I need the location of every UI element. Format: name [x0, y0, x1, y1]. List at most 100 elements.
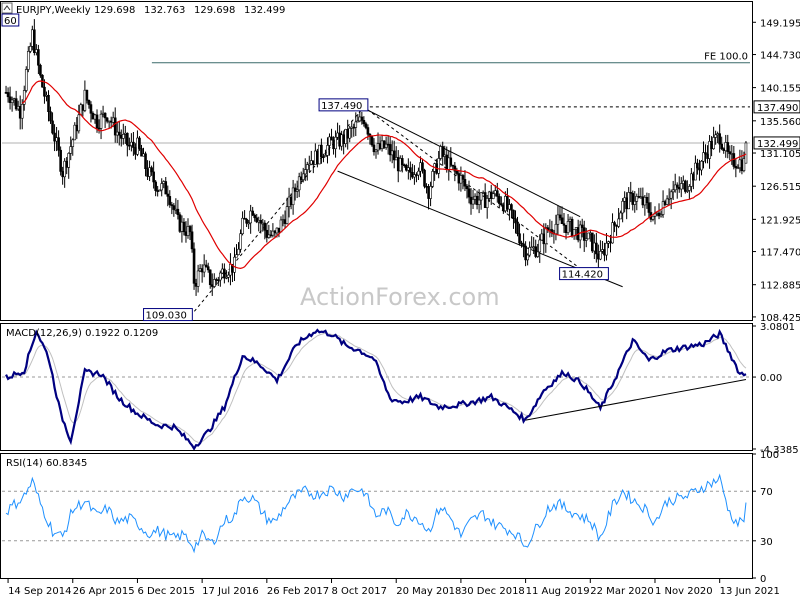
price-tick-label: 117.470 — [760, 248, 800, 259]
candle-body — [665, 198, 669, 205]
candle-body — [93, 114, 97, 120]
candle-body — [99, 113, 103, 129]
channel-upper — [363, 107, 581, 218]
candle-body — [419, 162, 422, 172]
candle-body — [621, 200, 624, 214]
candle-body — [14, 98, 18, 110]
candle-body — [150, 167, 153, 173]
candle-body — [534, 246, 538, 257]
candle-body — [312, 160, 315, 165]
candle-body — [736, 167, 740, 170]
candle-body — [601, 249, 604, 252]
candle-body — [8, 96, 12, 103]
candle-body — [77, 114, 81, 132]
candle-body — [384, 143, 388, 148]
candle-body — [734, 166, 738, 169]
candle-body — [65, 160, 68, 168]
candle-body — [196, 270, 200, 287]
candle-body — [35, 49, 38, 53]
candle-body — [502, 204, 505, 212]
candle-body — [192, 248, 196, 284]
candle-body — [267, 234, 271, 238]
candle-body — [593, 242, 596, 252]
candle-body — [372, 144, 376, 153]
candle-body — [388, 144, 392, 156]
candle-body — [281, 219, 285, 221]
x-tick-label: 22 Mar 2020 — [590, 586, 653, 597]
candle-body — [659, 214, 663, 217]
candle-body — [370, 136, 374, 146]
macd-plot — [2, 328, 750, 450]
candle-body — [738, 159, 742, 169]
candle-body — [285, 206, 289, 224]
candle-body — [536, 251, 540, 257]
candle-body — [694, 162, 697, 181]
candle-body — [136, 137, 139, 155]
candle-body — [500, 203, 503, 206]
candle-body — [31, 29, 34, 47]
rsi-tick-label: 100 — [760, 450, 779, 461]
candle-body — [481, 192, 485, 194]
candle-body — [89, 104, 93, 114]
candle-body — [148, 167, 151, 177]
candle-body — [688, 186, 691, 191]
candle-body — [568, 218, 572, 222]
candle-body — [71, 139, 75, 147]
candle-body — [376, 143, 380, 151]
price-high: 132.763 — [144, 5, 185, 16]
candle-body — [166, 193, 170, 197]
candle-body — [718, 133, 721, 145]
candle-body — [190, 231, 194, 250]
candle-body — [170, 204, 174, 206]
candle-body — [336, 132, 339, 138]
candle-body — [445, 154, 449, 170]
candle-body — [663, 201, 667, 205]
candle-body — [291, 187, 295, 206]
candle-body — [297, 176, 301, 191]
candle-body — [39, 64, 42, 76]
candle-body — [714, 134, 717, 138]
candle-body — [160, 183, 164, 191]
candle-body — [59, 149, 62, 172]
candle-body — [81, 104, 85, 111]
candle-body — [641, 196, 645, 206]
candle-body — [540, 233, 544, 241]
candle-body — [176, 208, 180, 215]
candle-body — [538, 239, 542, 253]
watermark: ActionForex.com — [300, 283, 500, 311]
candle-body — [635, 196, 639, 202]
candle-body — [730, 153, 734, 155]
candle-body — [366, 127, 370, 135]
candle-body — [328, 136, 331, 146]
candle-body — [247, 222, 250, 225]
candle-body — [522, 243, 525, 247]
candle-body — [400, 158, 404, 166]
candle-body — [591, 232, 594, 252]
candle-body — [85, 89, 89, 101]
candle-body — [310, 160, 313, 165]
candle-body — [12, 98, 16, 101]
candle-body — [303, 169, 307, 175]
candle-body — [457, 173, 461, 184]
candle-body — [740, 159, 744, 172]
candle-body — [119, 134, 123, 139]
candle-body — [316, 150, 319, 165]
candle-body — [427, 186, 430, 199]
candle-body — [677, 187, 681, 190]
candle-body — [200, 268, 204, 273]
candle-body — [253, 214, 257, 219]
candle-body — [584, 238, 588, 241]
candle-body — [570, 218, 574, 237]
candle-body — [243, 217, 246, 220]
candle-body — [429, 186, 432, 199]
candle-body — [140, 148, 143, 157]
candle-body — [471, 199, 475, 205]
candle-body — [595, 242, 598, 255]
candle-body — [348, 127, 352, 139]
price-annotation-label: 109.030 — [146, 311, 187, 322]
candle-body — [326, 145, 329, 156]
price-annotation-label: 137.490 — [321, 101, 362, 112]
rsi-panel — [2, 473, 750, 554]
candle-body — [144, 153, 147, 170]
fe-100-label: FE 100.0 — [704, 52, 748, 63]
